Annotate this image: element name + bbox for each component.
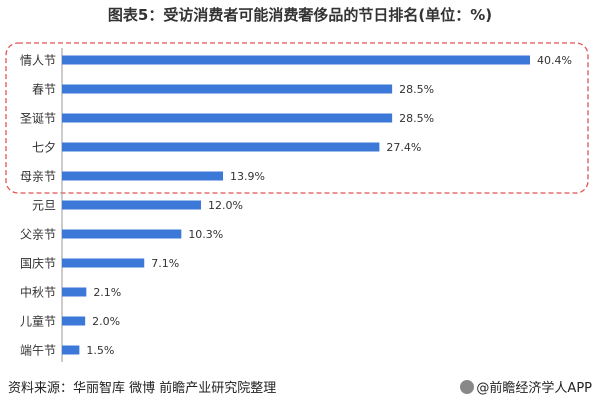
bar — [62, 113, 393, 123]
bar — [62, 316, 86, 326]
bar — [62, 345, 80, 355]
bar — [62, 200, 202, 210]
bar — [62, 229, 182, 239]
chart-title: 图表5：受访消费者可能消费奢侈品的节日排名(单位：%) — [107, 6, 493, 24]
category-label: 情人节 — [20, 54, 56, 68]
value-label: 2.1% — [93, 286, 121, 299]
bar — [62, 171, 224, 181]
highlight-box — [5, 42, 589, 194]
value-label: 2.0% — [92, 315, 120, 328]
brand-icon — [460, 380, 475, 394]
category-label: 七夕 — [32, 141, 56, 155]
bar-chart: 情人节 40.4% 春节 28.5% 圣诞节 28.5% 七夕 27.4% 母亲节 13.9% 元旦… — [5, 42, 589, 362]
category-label: 父亲节 — [20, 228, 56, 242]
category-label: 国庆节 — [20, 257, 56, 271]
category-label: 春节 — [32, 83, 56, 97]
footer: 资料来源：华丽智库 微博 前瞻产业研究院整理 @前瞻经济学人APP — [8, 377, 592, 397]
brand-text: @前瞻经济学人APP — [476, 381, 592, 396]
value-label: 7.1% — [151, 257, 179, 270]
value-label: 28.5% — [399, 112, 434, 125]
value-label: 27.4% — [386, 141, 421, 154]
brand-label: @前瞻经济学人APP — [460, 377, 592, 396]
category-label: 儿童节 — [20, 314, 56, 329]
value-label: 40.4% — [537, 54, 572, 67]
category-label: 中秋节 — [20, 285, 56, 300]
category-label: 元旦 — [32, 199, 56, 213]
value-label: 12.0% — [208, 199, 243, 212]
bar — [62, 142, 380, 152]
category-label: 圣诞节 — [20, 112, 56, 126]
bar — [62, 258, 145, 268]
bar — [62, 287, 87, 297]
bar — [62, 55, 530, 65]
category-label: 母亲节 — [20, 170, 56, 184]
category-label: 端午节 — [20, 344, 56, 358]
value-label: 28.5% — [399, 83, 434, 96]
source-note: 资料来源：华丽智库 微博 前瞻产业研究院整理 — [8, 381, 277, 396]
value-label: 10.3% — [188, 228, 223, 241]
value-label: 13.9% — [230, 170, 265, 183]
bar — [62, 84, 393, 94]
value-label: 1.5% — [86, 344, 114, 357]
